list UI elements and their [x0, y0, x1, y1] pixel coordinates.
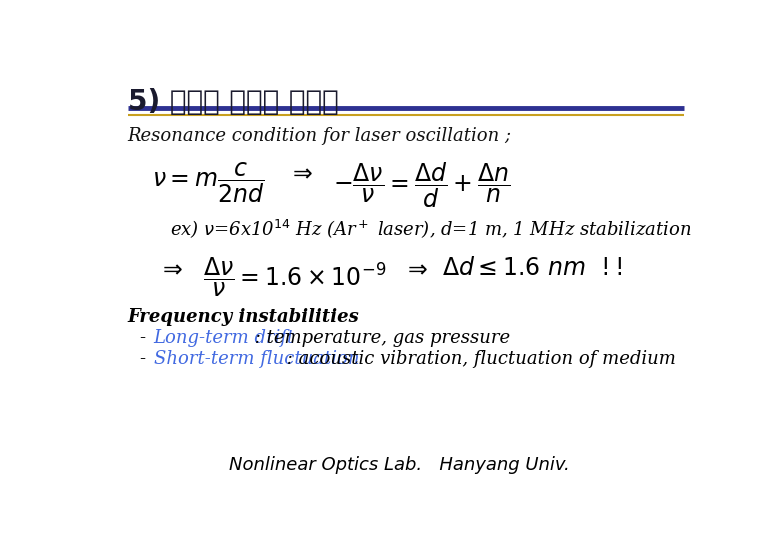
- Text: Long-term drift: Long-term drift: [154, 329, 295, 347]
- Text: ex) $\nu$=6x10$^{14}$ Hz (Ar$^+$ laser), d=1 m, 1 MHz stabilization: ex) $\nu$=6x10$^{14}$ Hz (Ar$^+$ laser),…: [170, 217, 692, 240]
- Text: $\dfrac{\Delta\nu}{\nu} = 1.6\times10^{-9}$: $\dfrac{\Delta\nu}{\nu} = 1.6\times10^{-…: [204, 256, 387, 300]
- Text: $-\dfrac{\Delta\nu}{\nu} = \dfrac{\Delta d}{d}+\dfrac{\Delta n}{n}$: $-\dfrac{\Delta\nu}{\nu} = \dfrac{\Delta…: [333, 160, 511, 210]
- Text: -: -: [140, 329, 151, 347]
- Text: Short-term fluctuation: Short-term fluctuation: [154, 349, 360, 368]
- Text: : temperature, gas pressure: : temperature, gas pressure: [250, 329, 510, 347]
- Text: -: -: [140, 349, 151, 368]
- Text: Nonlinear Optics Lab.   Hanyang Univ.: Nonlinear Optics Lab. Hanyang Univ.: [229, 456, 570, 475]
- Text: $\Rightarrow$: $\Rightarrow$: [402, 256, 428, 280]
- Text: 5) 레이저 주파수 안정화: 5) 레이저 주파수 안정화: [128, 87, 339, 116]
- Text: $\Delta d \leq 1.6\ nm\ \ !!$: $\Delta d \leq 1.6\ nm\ \ !!$: [442, 256, 623, 280]
- Text: : acoustic vibration, fluctuation of medium: : acoustic vibration, fluctuation of med…: [281, 349, 675, 368]
- Text: $\Rightarrow$: $\Rightarrow$: [158, 256, 183, 280]
- Text: $\Rightarrow$: $\Rightarrow$: [288, 160, 313, 185]
- Text: Resonance condition for laser oscillation ;: Resonance condition for laser oscillatio…: [128, 127, 512, 145]
- Text: Frequency instabilities: Frequency instabilities: [128, 308, 360, 326]
- Text: $\nu = m\dfrac{c}{2nd}$: $\nu = m\dfrac{c}{2nd}$: [152, 160, 264, 205]
